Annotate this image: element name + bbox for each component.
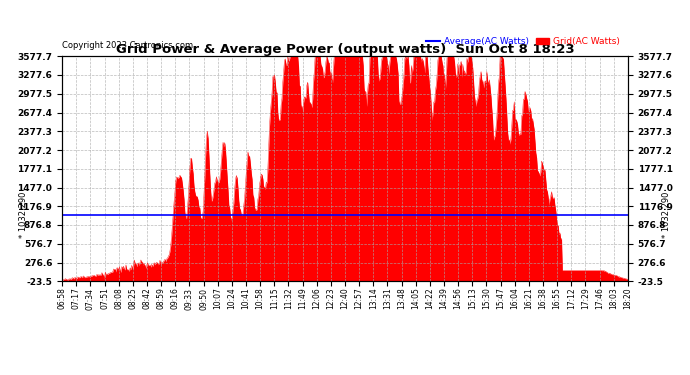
Text: Copyright 2023 Cartronics.com: Copyright 2023 Cartronics.com bbox=[62, 40, 193, 50]
Title: Grid Power & Average Power (output watts)  Sun Oct 8 18:23: Grid Power & Average Power (output watts… bbox=[116, 43, 574, 56]
Text: * 1032.290: * 1032.290 bbox=[662, 192, 671, 238]
Legend: Average(AC Watts), Grid(AC Watts): Average(AC Watts), Grid(AC Watts) bbox=[423, 34, 623, 50]
Text: * 1032.290: * 1032.290 bbox=[19, 192, 28, 238]
